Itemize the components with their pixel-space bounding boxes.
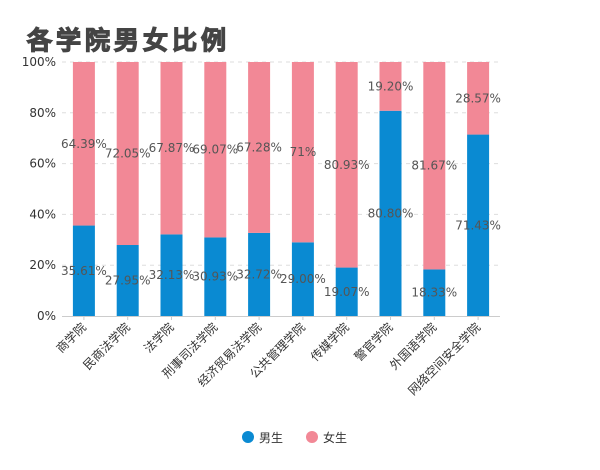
data-label: 18.33% xyxy=(411,286,457,300)
x-category-label: 民商法学院 xyxy=(80,320,133,373)
bar-male xyxy=(291,242,314,316)
legend-marker-icon xyxy=(306,431,318,443)
data-label: 19.20% xyxy=(368,79,414,93)
y-tick-label: 40% xyxy=(29,207,56,221)
data-label: 67.28% xyxy=(236,140,282,154)
bar-male xyxy=(160,234,183,316)
x-category-label: 商学院 xyxy=(53,320,89,356)
y-tick-label: 60% xyxy=(29,157,56,171)
data-label: 80.80% xyxy=(368,206,414,220)
data-label: 80.93% xyxy=(324,158,370,172)
bar-female xyxy=(291,62,314,243)
data-label: 81.67% xyxy=(411,159,457,173)
bar-female xyxy=(116,62,139,246)
data-label: 32.72% xyxy=(236,267,282,281)
bar-male xyxy=(379,110,402,316)
legend-marker-icon xyxy=(242,431,254,443)
y-tick-label: 100% xyxy=(22,55,56,69)
bar-female xyxy=(423,62,446,270)
data-label: 71.43% xyxy=(455,218,501,232)
legend-label: 女生 xyxy=(323,430,347,445)
data-label: 71% xyxy=(290,145,317,159)
bar-male xyxy=(116,245,139,316)
data-label: 64.39% xyxy=(61,137,107,151)
bar-female xyxy=(204,62,227,238)
bar-male xyxy=(204,237,227,316)
data-label: 69.07% xyxy=(192,143,238,157)
y-tick-label: 20% xyxy=(29,258,56,272)
bar-male xyxy=(248,232,271,316)
data-label: 32.13% xyxy=(149,268,195,282)
bar-female xyxy=(335,62,358,268)
x-category-label: 法学院 xyxy=(141,320,177,356)
bar-female xyxy=(248,62,271,233)
data-label: 67.87% xyxy=(149,141,195,155)
bar-female xyxy=(160,62,183,235)
data-label: 30.93% xyxy=(192,270,238,284)
x-category-label: 网络空间安全学院 xyxy=(405,320,483,398)
y-tick-label: 80% xyxy=(29,106,56,120)
bar-female xyxy=(467,62,490,135)
bar-female xyxy=(72,62,95,226)
data-label: 27.95% xyxy=(105,274,151,288)
chart-title: 各学院男女比例 xyxy=(26,25,231,55)
bar-male xyxy=(423,269,446,316)
data-label: 28.57% xyxy=(455,91,501,105)
data-label: 19.07% xyxy=(324,285,370,299)
bar-male xyxy=(72,225,95,316)
y-tick-label: 0% xyxy=(37,309,56,323)
bar-male xyxy=(467,134,490,316)
data-label: 72.05% xyxy=(105,147,151,161)
data-label: 35.61% xyxy=(61,264,107,278)
data-label: 29.00% xyxy=(280,272,326,286)
bar-male xyxy=(335,267,358,316)
bar-female xyxy=(379,62,402,111)
x-category-label: 传媒学院 xyxy=(307,320,352,365)
x-category-label: 警官学院 xyxy=(351,320,396,365)
legend-label: 男生 xyxy=(259,431,283,445)
